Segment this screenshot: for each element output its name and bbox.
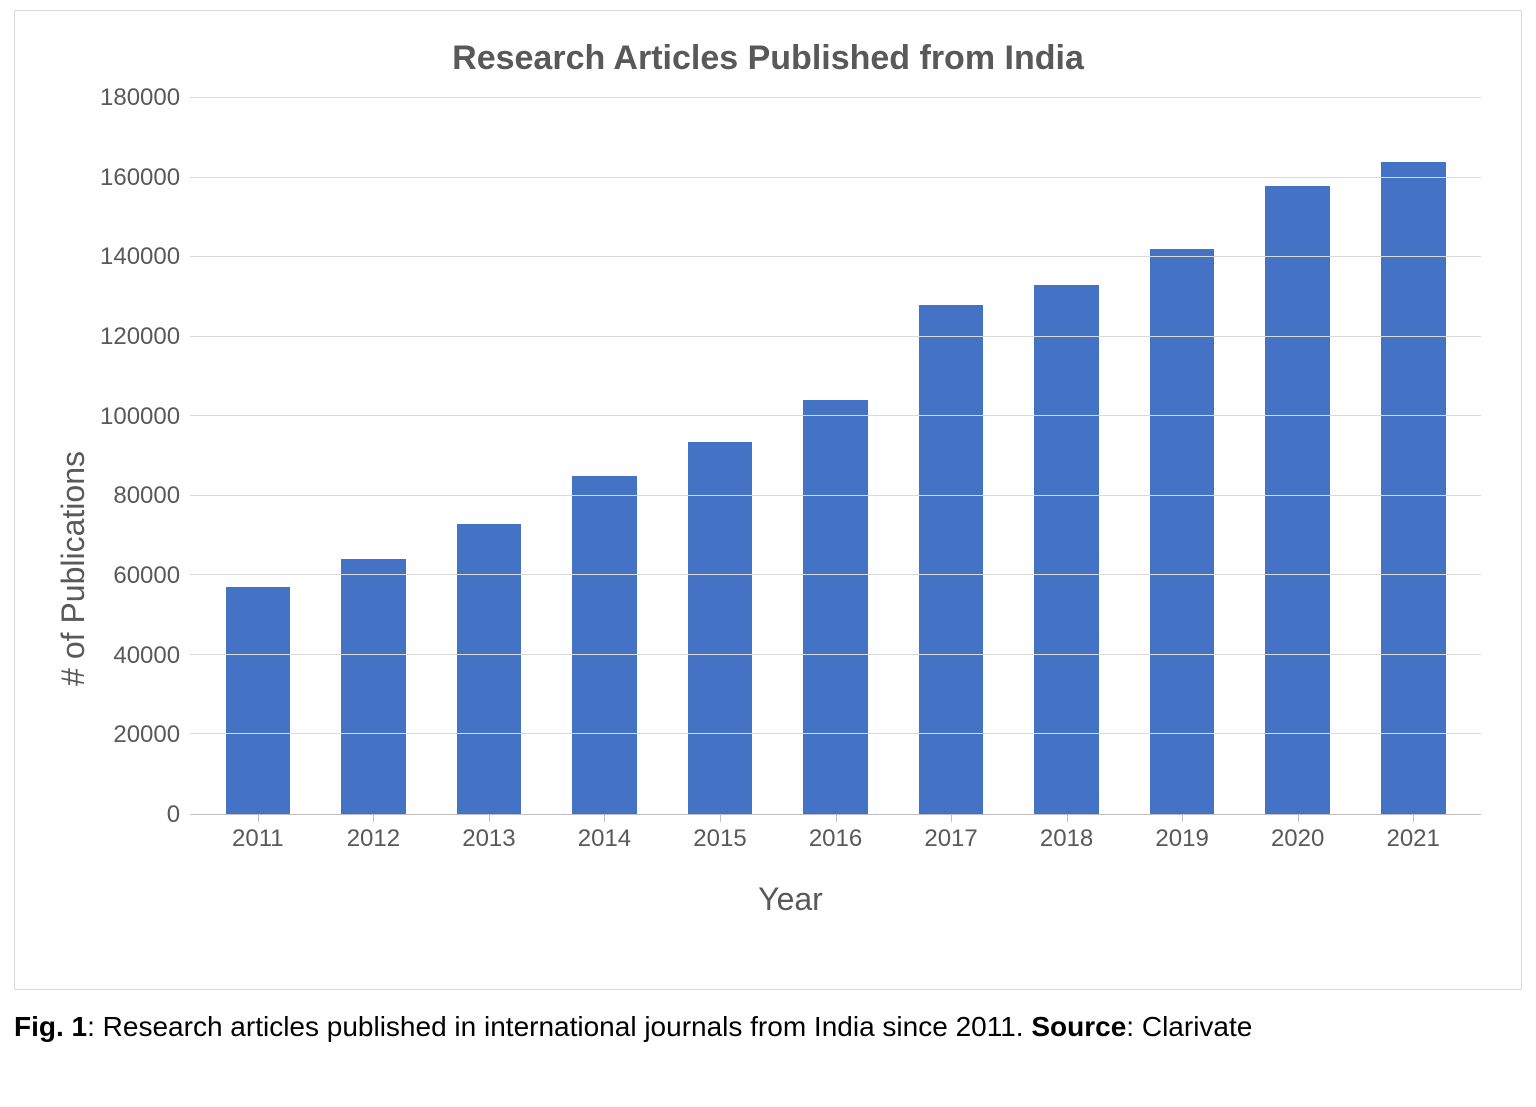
x-tick: 2021 (1355, 815, 1471, 853)
bar (341, 559, 406, 814)
x-tick: 2018 (1009, 815, 1125, 853)
plot-with-ticks: 0200004000060000800001000001200001400001… (100, 98, 1481, 918)
bar (1034, 285, 1099, 814)
bar (572, 476, 637, 814)
chart-title: Research Articles Published from India (55, 39, 1481, 78)
figure-caption: Fig. 1: Research articles published in i… (14, 1008, 1522, 1046)
bar-slot (893, 98, 1009, 814)
x-axis-label: Year (100, 881, 1481, 918)
bar (226, 587, 291, 814)
x-tick: 2016 (778, 815, 894, 853)
bar (1265, 186, 1330, 814)
x-tick-spacer (100, 815, 190, 853)
bar (803, 400, 868, 814)
x-tick: 2013 (431, 815, 547, 853)
chart-body: # of Publications 0200004000060000800001… (55, 98, 1481, 918)
bar (1150, 249, 1215, 814)
x-tick: 2017 (893, 815, 1009, 853)
plot-area (190, 98, 1481, 815)
bar (688, 442, 753, 814)
bar-slot (1124, 98, 1240, 814)
bar-slot (316, 98, 432, 814)
bar-slot (431, 98, 547, 814)
x-ticks-wrap: 2011201220132014201520162017201820192020… (100, 815, 1481, 853)
x-axis-ticks: 2011201220132014201520162017201820192020… (190, 815, 1481, 853)
bar-slot (1009, 98, 1125, 814)
bar (1381, 162, 1446, 814)
caption-text: : Research articles published in interna… (87, 1011, 1031, 1042)
x-tick: 2020 (1240, 815, 1356, 853)
gridline (190, 654, 1481, 655)
y-ticks-and-plot: 0200004000060000800001000001200001400001… (100, 98, 1481, 815)
gridline (190, 574, 1481, 575)
gridline (190, 733, 1481, 734)
x-tick: 2011 (200, 815, 316, 853)
bar (919, 305, 984, 814)
gridline (190, 97, 1481, 98)
gridline (190, 256, 1481, 257)
y-axis-label: # of Publications (55, 331, 92, 686)
x-tick: 2014 (547, 815, 663, 853)
gridline (190, 177, 1481, 178)
y-axis-ticks: 0200004000060000800001000001200001400001… (100, 98, 190, 815)
bars-container (190, 98, 1481, 814)
caption-source-text: : Clarivate (1126, 1011, 1252, 1042)
bar-slot (662, 98, 778, 814)
gridline (190, 336, 1481, 337)
bar-slot (778, 98, 894, 814)
bar-slot (1355, 98, 1471, 814)
caption-fig-label: Fig. 1 (14, 1011, 87, 1042)
gridline (190, 415, 1481, 416)
bar-slot (200, 98, 316, 814)
bar (457, 524, 522, 814)
chart-frame: Research Articles Published from India #… (14, 10, 1522, 990)
x-tick: 2012 (316, 815, 432, 853)
x-tick: 2015 (662, 815, 778, 853)
gridline (190, 495, 1481, 496)
bar-slot (547, 98, 663, 814)
bar-slot (1240, 98, 1356, 814)
x-tick: 2019 (1124, 815, 1240, 853)
caption-source-label: Source (1031, 1011, 1126, 1042)
